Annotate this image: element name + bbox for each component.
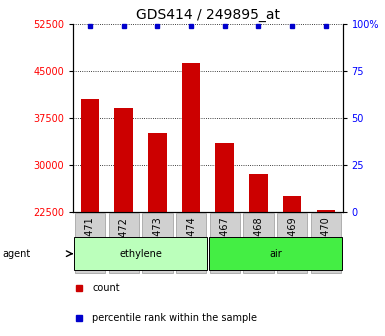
Bar <box>182 63 200 212</box>
Text: GSM8474: GSM8474 <box>186 217 196 263</box>
FancyBboxPatch shape <box>209 237 341 270</box>
Text: GSM8473: GSM8473 <box>152 217 162 263</box>
Title: GDS414 / 249895_at: GDS414 / 249895_at <box>136 8 280 23</box>
FancyBboxPatch shape <box>311 213 341 272</box>
FancyBboxPatch shape <box>176 213 206 272</box>
Bar <box>249 174 268 212</box>
Text: count: count <box>92 283 120 293</box>
FancyBboxPatch shape <box>142 213 172 272</box>
Bar <box>283 196 301 212</box>
FancyBboxPatch shape <box>109 213 139 272</box>
Text: air: air <box>269 249 282 259</box>
FancyBboxPatch shape <box>243 213 274 272</box>
Text: GSM8468: GSM8468 <box>253 217 263 263</box>
Text: GSM8470: GSM8470 <box>321 217 331 263</box>
Text: GSM8469: GSM8469 <box>287 217 297 263</box>
Bar <box>216 143 234 212</box>
FancyBboxPatch shape <box>209 213 240 272</box>
Text: agent: agent <box>2 249 30 259</box>
Bar <box>148 133 167 212</box>
Text: ethylene: ethylene <box>119 249 162 259</box>
Bar <box>316 210 335 212</box>
Text: percentile rank within the sample: percentile rank within the sample <box>92 313 257 323</box>
Bar <box>114 108 133 212</box>
FancyBboxPatch shape <box>75 213 105 272</box>
Bar <box>81 99 99 212</box>
Text: GSM8472: GSM8472 <box>119 217 129 263</box>
Text: GSM8467: GSM8467 <box>220 217 230 263</box>
FancyBboxPatch shape <box>277 213 307 272</box>
FancyBboxPatch shape <box>74 237 207 270</box>
Text: GSM8471: GSM8471 <box>85 217 95 263</box>
